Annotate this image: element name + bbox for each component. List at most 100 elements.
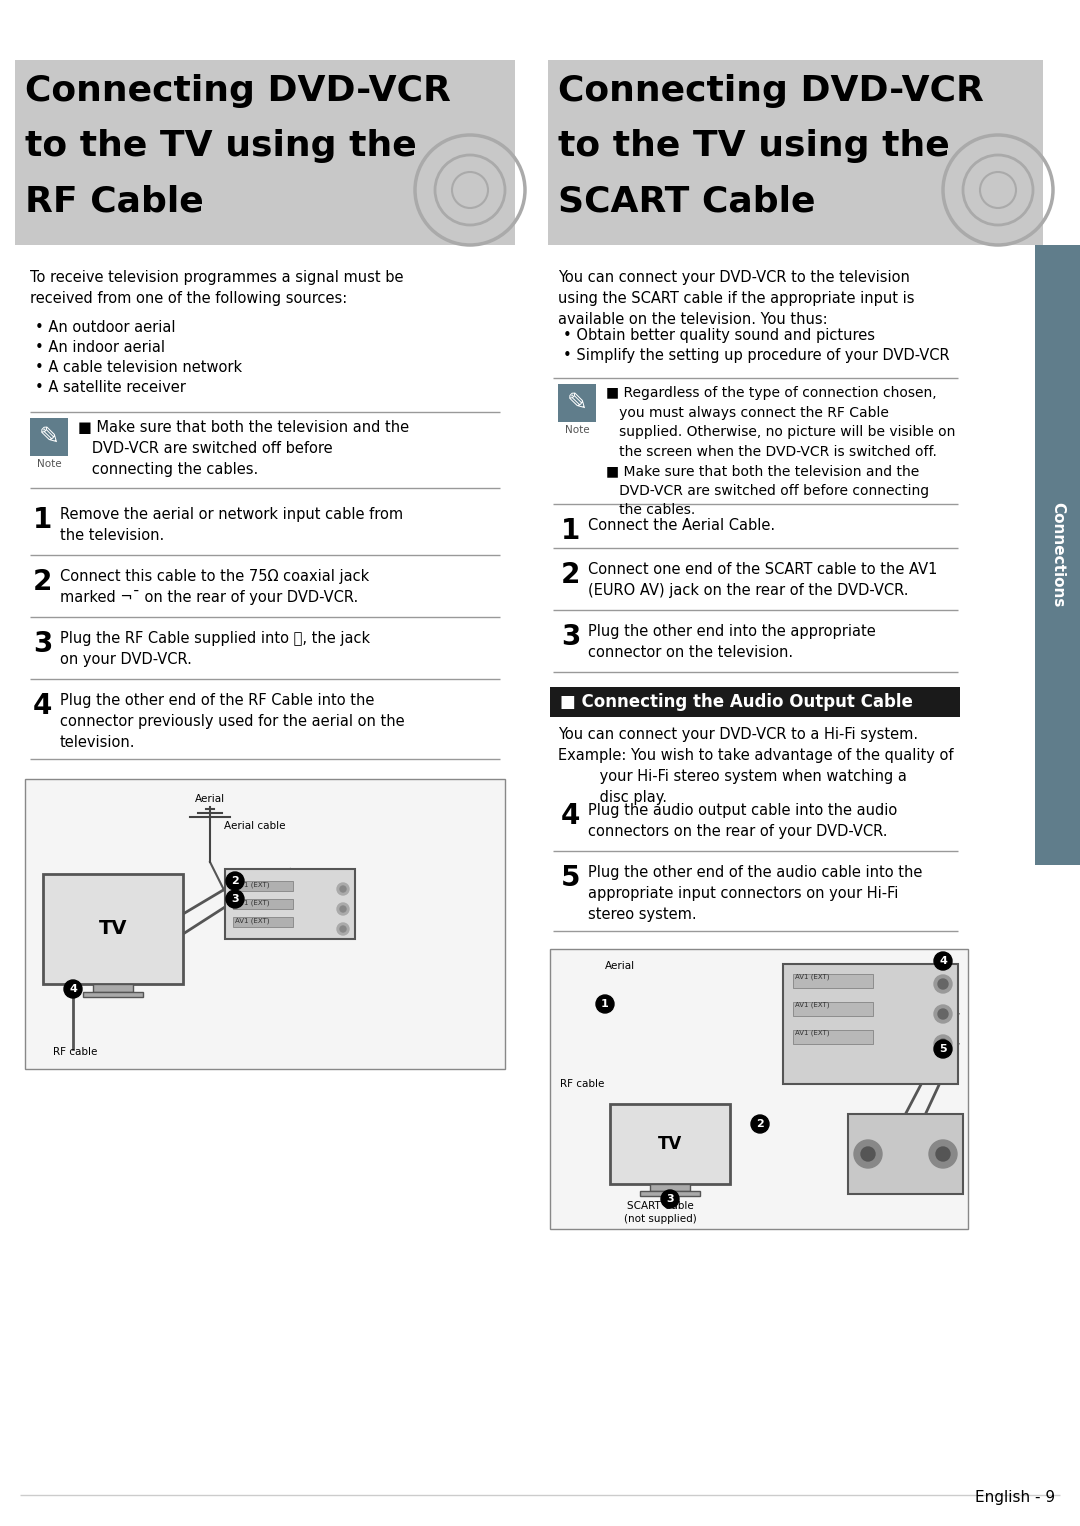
Text: Connecting DVD-VCR: Connecting DVD-VCR — [25, 73, 450, 108]
Circle shape — [340, 887, 346, 893]
Circle shape — [64, 980, 82, 998]
Text: RF Cable: RF Cable — [25, 185, 204, 218]
Bar — [650, 1184, 690, 1190]
Text: TV: TV — [98, 920, 127, 938]
Text: 5: 5 — [940, 1044, 947, 1054]
Text: Connect the Aerial Cable.: Connect the Aerial Cable. — [588, 517, 775, 533]
Text: 4: 4 — [69, 984, 77, 993]
Text: 1: 1 — [602, 1000, 609, 1009]
Text: Note: Note — [37, 459, 62, 468]
Circle shape — [939, 1009, 948, 1019]
Text: 3: 3 — [666, 1193, 674, 1204]
Text: to the TV using the: to the TV using the — [25, 130, 417, 163]
Bar — [43, 874, 183, 984]
Circle shape — [854, 1140, 882, 1167]
Circle shape — [861, 1148, 875, 1161]
Text: AV1 (EXT): AV1 (EXT) — [235, 881, 270, 888]
Text: AV1 (EXT): AV1 (EXT) — [795, 974, 829, 981]
Text: SCART Cable
(not supplied): SCART Cable (not supplied) — [623, 1201, 697, 1224]
Circle shape — [661, 1190, 679, 1209]
Text: Plug the RF Cable supplied into ⓼, the jack
on your DVD-VCR.: Plug the RF Cable supplied into ⓼, the j… — [60, 630, 370, 667]
Text: • Obtain better quality sound and pictures: • Obtain better quality sound and pictur… — [563, 328, 875, 343]
Text: 2: 2 — [756, 1119, 764, 1129]
Text: 4: 4 — [33, 691, 52, 720]
Bar — [793, 1030, 873, 1044]
Circle shape — [929, 1140, 957, 1167]
Text: Remove the aerial or network input cable from
the television.: Remove the aerial or network input cable… — [60, 507, 403, 543]
Text: Plug the other end into the appropriate
connector on the television.: Plug the other end into the appropriate … — [588, 624, 876, 661]
Bar — [793, 974, 873, 987]
Circle shape — [337, 923, 349, 935]
Text: ✎: ✎ — [567, 391, 588, 415]
Text: 4: 4 — [940, 955, 947, 966]
Bar — [25, 778, 505, 1070]
Circle shape — [226, 871, 244, 890]
Text: • An indoor aerial: • An indoor aerial — [35, 340, 165, 356]
Text: Aerial: Aerial — [194, 794, 225, 804]
Text: AV1 (EXT): AV1 (EXT) — [795, 1030, 829, 1036]
Circle shape — [337, 903, 349, 916]
Text: to the TV using the: to the TV using the — [558, 130, 949, 163]
Circle shape — [939, 1039, 948, 1048]
Bar — [93, 984, 133, 992]
Circle shape — [934, 975, 951, 993]
Text: 4: 4 — [561, 803, 580, 830]
Bar — [610, 1103, 730, 1184]
Text: ✎: ✎ — [39, 426, 59, 449]
Circle shape — [751, 1116, 769, 1132]
Text: AV1 (EXT): AV1 (EXT) — [795, 1003, 829, 1009]
Circle shape — [936, 1148, 950, 1161]
Bar — [15, 60, 515, 246]
Circle shape — [934, 1006, 951, 1022]
Bar — [848, 1114, 963, 1193]
Text: 1: 1 — [33, 507, 52, 534]
Text: To receive television programmes a signal must be
received from one of the follo: To receive television programmes a signa… — [30, 270, 404, 307]
Text: Plug the audio output cable into the audio
connectors on the rear of your DVD-VC: Plug the audio output cable into the aud… — [588, 803, 897, 839]
Bar — [550, 687, 960, 717]
Circle shape — [340, 906, 346, 913]
Bar — [558, 385, 596, 423]
Circle shape — [934, 952, 951, 971]
Circle shape — [934, 1035, 951, 1053]
Circle shape — [226, 890, 244, 908]
Bar — [233, 881, 293, 891]
Text: 1: 1 — [561, 517, 580, 545]
Bar — [550, 949, 968, 1228]
Text: 2: 2 — [561, 562, 580, 589]
Bar — [793, 1003, 873, 1016]
Text: 2: 2 — [231, 876, 239, 887]
Text: 3: 3 — [561, 623, 580, 652]
Text: RF cable: RF cable — [561, 1079, 605, 1090]
Circle shape — [596, 995, 615, 1013]
Text: SCART Cable: SCART Cable — [558, 185, 815, 218]
Circle shape — [939, 980, 948, 989]
Circle shape — [337, 884, 349, 896]
Text: Plug the other end of the audio cable into the
appropriate input connectors on y: Plug the other end of the audio cable in… — [588, 865, 922, 922]
Circle shape — [340, 926, 346, 932]
Text: Plug the other end of the RF Cable into the
connector previously used for the ae: Plug the other end of the RF Cable into … — [60, 693, 405, 749]
Bar — [30, 418, 68, 456]
Text: Connections: Connections — [1050, 502, 1065, 607]
Text: ■ Connecting the Audio Output Cable: ■ Connecting the Audio Output Cable — [561, 693, 913, 711]
Text: 3: 3 — [231, 894, 239, 903]
Text: AV1 (EXT): AV1 (EXT) — [235, 899, 270, 905]
Text: ■ Make sure that both the television and the
   DVD-VCR are switched off before
: ■ Make sure that both the television and… — [78, 420, 409, 478]
Text: • A satellite receiver: • A satellite receiver — [35, 380, 186, 395]
Text: Connecting DVD-VCR: Connecting DVD-VCR — [558, 73, 984, 108]
Bar — [233, 917, 293, 926]
Text: • Simplify the setting up procedure of your DVD-VCR: • Simplify the setting up procedure of y… — [563, 348, 949, 363]
Bar — [225, 868, 355, 938]
Text: English - 9: English - 9 — [975, 1489, 1055, 1505]
Text: RF cable: RF cable — [53, 1047, 97, 1058]
Text: Connect this cable to the 75Ω coaxial jack
marked ¬¯ on the rear of your DVD-VCR: Connect this cable to the 75Ω coaxial ja… — [60, 569, 369, 604]
Text: 3: 3 — [33, 630, 52, 658]
Bar — [783, 964, 958, 1083]
Text: Note: Note — [565, 426, 590, 435]
Text: You can connect your DVD-VCR to a Hi-Fi system.
Example: You wish to take advant: You can connect your DVD-VCR to a Hi-Fi … — [558, 726, 954, 806]
Text: AV1 (EXT): AV1 (EXT) — [235, 917, 270, 923]
Text: 2: 2 — [33, 568, 52, 597]
Text: Connect one end of the SCART cable to the AV1
(EURO AV) jack on the rear of the : Connect one end of the SCART cable to th… — [588, 562, 937, 598]
Text: • A cable television network: • A cable television network — [35, 360, 242, 375]
Bar — [640, 1190, 700, 1196]
Text: TV: TV — [658, 1135, 683, 1154]
